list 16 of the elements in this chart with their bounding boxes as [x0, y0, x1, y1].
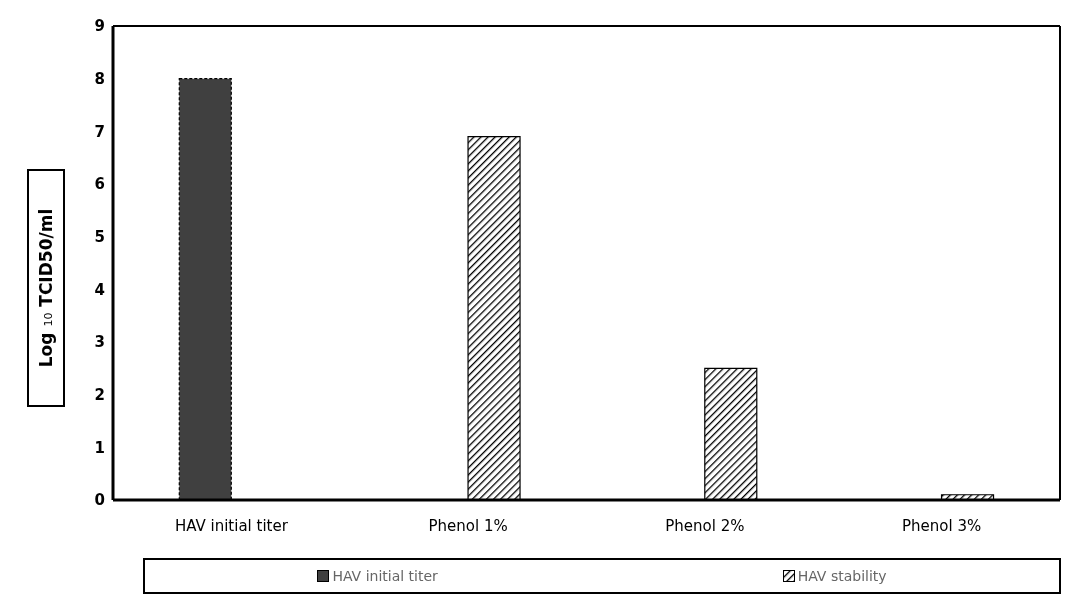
y-tick-label: 0	[94, 491, 105, 510]
x-tick-label: HAV initial titer	[174, 516, 289, 535]
x-tick-label: Phenol 3%	[902, 516, 982, 535]
y-tick-label: 7	[94, 122, 105, 141]
y-tick-label: 6	[94, 175, 105, 194]
y-tick-label: 4	[94, 280, 105, 299]
x-tick-label: Phenol 1%	[428, 516, 508, 535]
y-tick-label: 8	[94, 69, 105, 88]
legend-label: HAV initial titer	[331, 568, 438, 584]
y-tick-label: 1	[94, 438, 105, 457]
legend-label: HAV stability	[796, 568, 887, 584]
y-tick-label: 2	[94, 385, 105, 404]
y-tick-label: 5	[94, 227, 105, 246]
y-tick-label: 3	[94, 333, 105, 352]
x-tick-label: Phenol 2%	[665, 516, 745, 535]
y-tick-label: 9	[94, 17, 105, 36]
